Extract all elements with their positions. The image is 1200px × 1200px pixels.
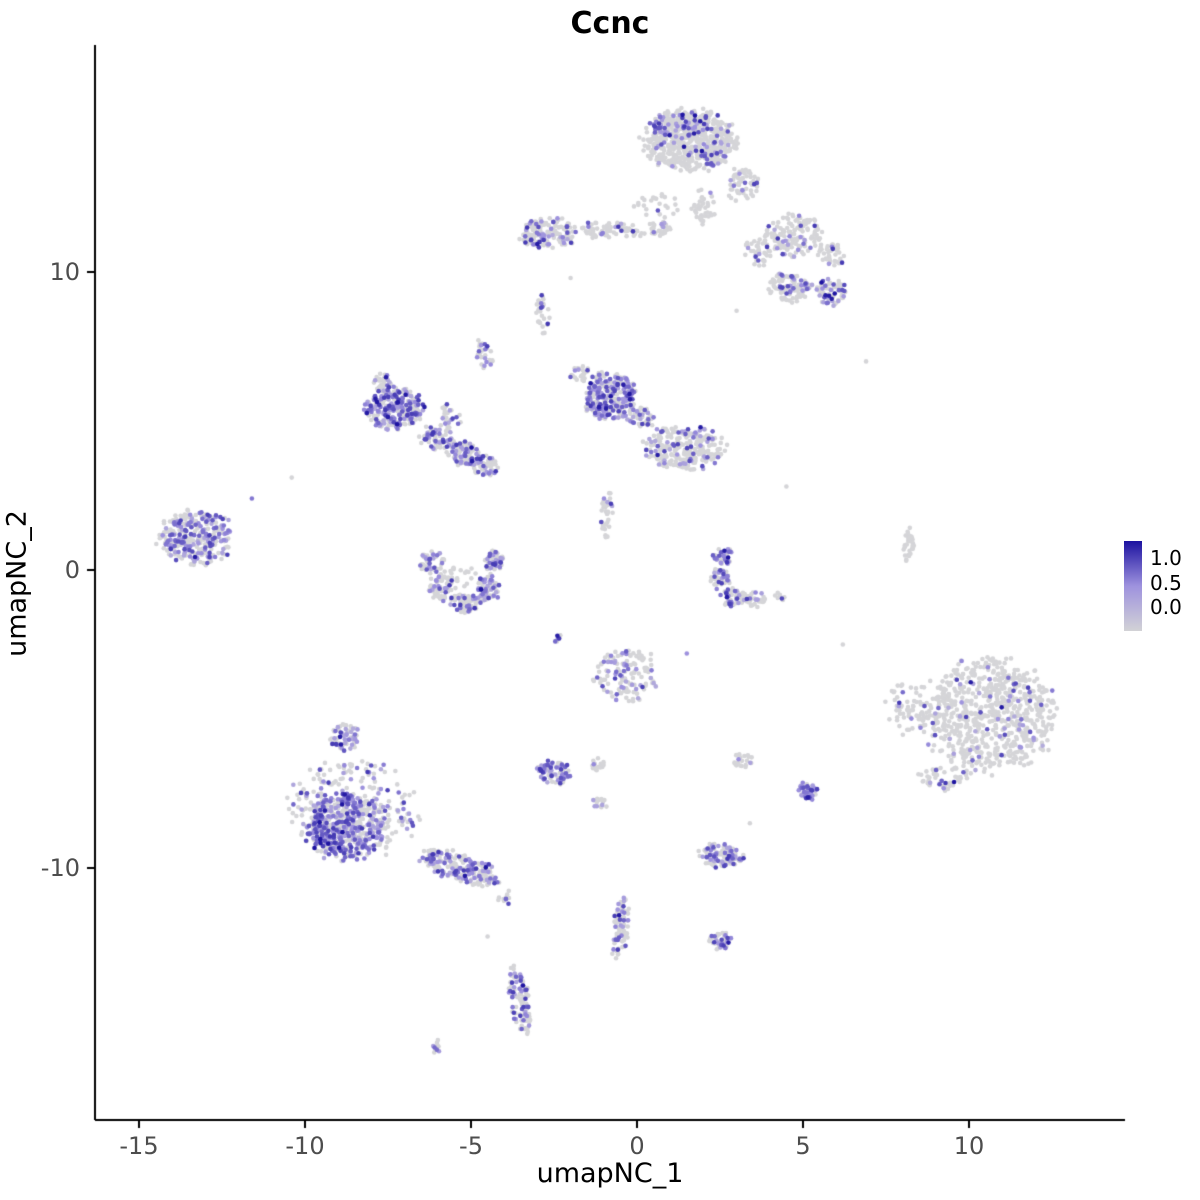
legend-tick-label: 1.0: [1150, 546, 1182, 570]
x-tick-label: 10: [953, 1132, 985, 1160]
x-tick-label: 0: [629, 1132, 645, 1160]
color-legend: 1.0 0.5 0.0: [1124, 541, 1200, 637]
plot-title: Ccnc: [570, 6, 650, 41]
y-tick-label: 0: [64, 556, 80, 584]
legend-gradient-bar: [1124, 541, 1142, 631]
x-tick-label: -15: [119, 1132, 159, 1160]
x-tick-label: 5: [795, 1132, 811, 1160]
x-tick-label: -5: [459, 1132, 483, 1160]
y-tick-label: 10: [49, 258, 80, 286]
x-axis-title: umapNC_1: [536, 1158, 684, 1189]
y-tick-label: -10: [40, 854, 80, 882]
legend-tick-label: 0.0: [1150, 595, 1182, 619]
x-tick-label: -10: [285, 1132, 325, 1160]
legend-tick-label: 0.5: [1150, 571, 1182, 595]
